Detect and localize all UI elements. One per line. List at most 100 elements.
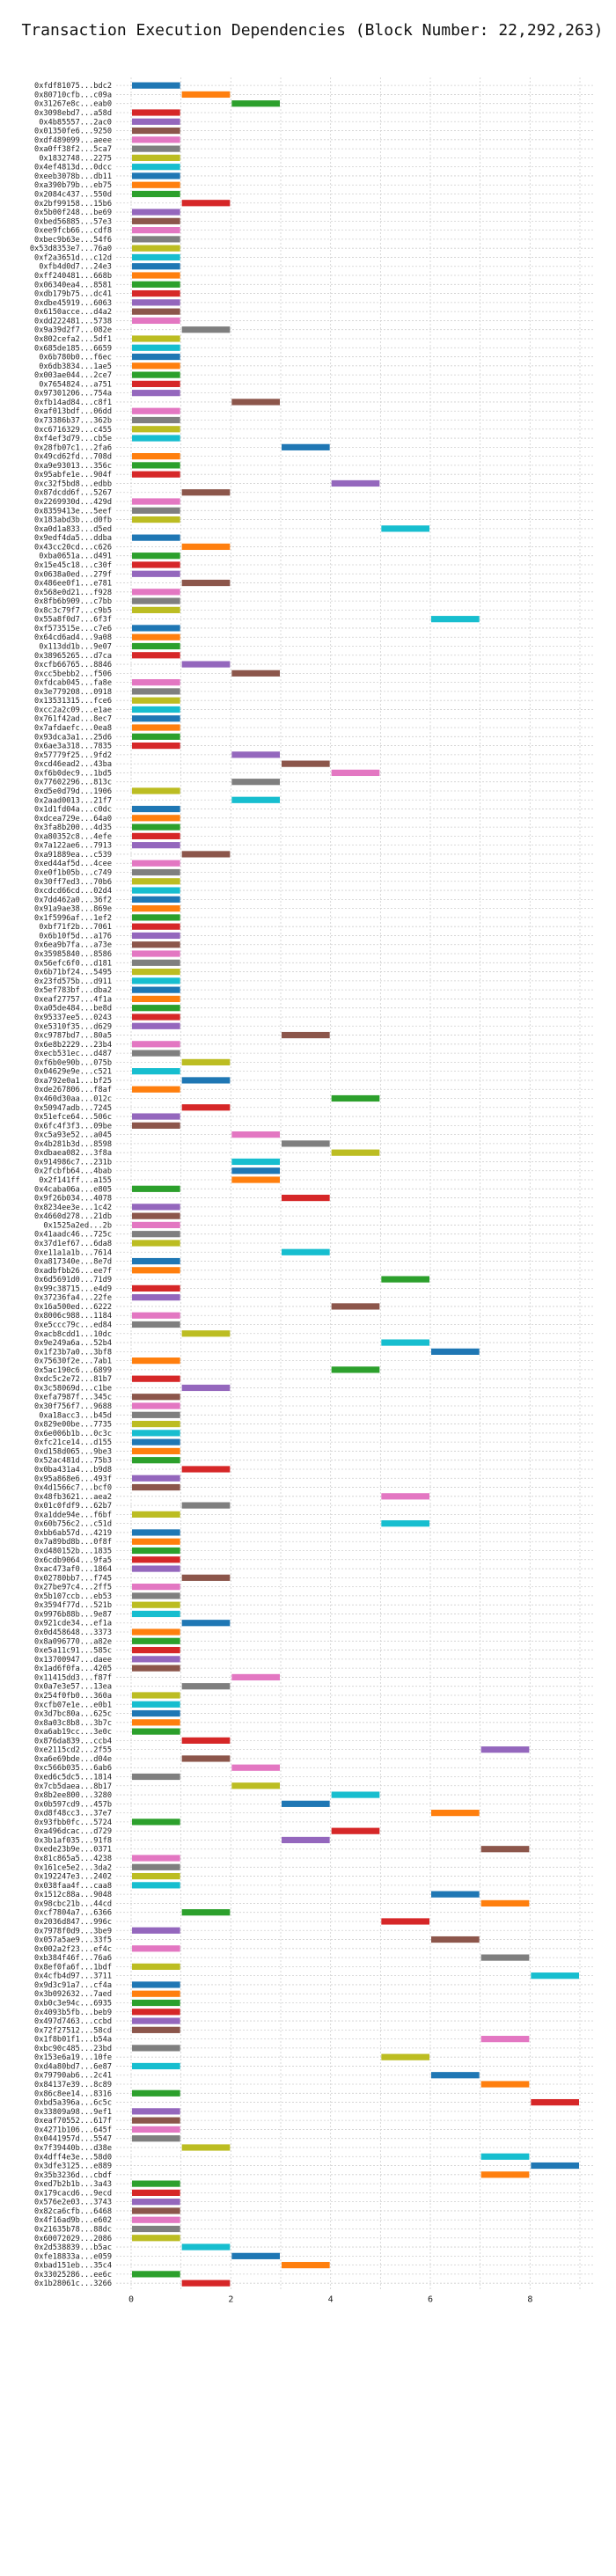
- transaction-label: 0x1b28061c...3266: [34, 2280, 112, 2288]
- transaction-bar: [132, 181, 180, 188]
- transaction-label: 0x1832748...2275: [39, 154, 112, 163]
- transaction-bar: [132, 390, 180, 397]
- transaction-label: 0x497d7463...ccbd: [34, 2017, 112, 2026]
- transaction-label: 0x1f8b01f1...b54a: [34, 2036, 112, 2045]
- transaction-label: 0x95337ee5...0243: [34, 1014, 112, 1022]
- transaction-label: 0x0d458648...3373: [34, 1628, 112, 1637]
- transaction-label: 0xc566b035...6ab6: [34, 1764, 112, 1773]
- transaction-bar: [132, 652, 180, 659]
- transaction-label: 0x91a9ae38...869e: [34, 905, 112, 914]
- transaction-label: 0x98cbc21b...44cd: [34, 1899, 112, 1908]
- transaction-bar: [132, 353, 180, 361]
- transaction-label: 0x4ef4813d...0dcc: [34, 164, 112, 172]
- transaction-label: 0xfc21ce14...d155: [34, 1438, 112, 1447]
- transaction-bar: [132, 1430, 180, 1437]
- transaction-label: 0x56efc6f0...d181: [34, 959, 112, 968]
- transaction-label: 0x93dca3a1...25d6: [34, 733, 112, 742]
- transaction-bar: [132, 1475, 180, 1482]
- transaction-bar: [181, 851, 231, 858]
- transaction-bar: [132, 507, 180, 514]
- transaction-label: 0x460d30aa...012c: [34, 1095, 112, 1104]
- transaction-bar: [181, 2144, 231, 2151]
- transaction-bar: [132, 1529, 180, 1536]
- transaction-bar: [132, 1267, 180, 1274]
- transaction-label: 0x30f756f7...9688: [34, 1402, 112, 1411]
- transaction-bar: [181, 1058, 231, 1065]
- transaction-label: 0x82ca6cfb...6468: [34, 2207, 112, 2216]
- transaction-bar: [132, 1014, 180, 1021]
- transaction-bar: [381, 1276, 429, 1283]
- transaction-bar: [282, 2262, 330, 2269]
- transaction-label: 0x0638a0ed...279f: [34, 570, 112, 579]
- transaction-label: 0xf4ef3d79...cb5e: [34, 435, 112, 443]
- transaction-bar: [132, 1701, 180, 1708]
- transaction-label: 0xdf489099...aeee: [34, 136, 112, 145]
- transaction-bar: [132, 1321, 180, 1328]
- transaction-label: 0x77602296...813c: [34, 779, 112, 787]
- transaction-label: 0xdbaea082...3f8a: [34, 1149, 112, 1158]
- transaction-bar: [132, 995, 180, 1003]
- transaction-bar: [132, 1728, 180, 1735]
- transaction-label: 0xdbe45919...6063: [34, 299, 112, 308]
- transaction-bar: [231, 1673, 280, 1681]
- transaction-bar: [132, 164, 180, 171]
- transaction-bar: [181, 2243, 231, 2250]
- transaction-label: 0x7dd462a0...36f2: [34, 896, 112, 904]
- transaction-label: 0x2aad0013...21f7: [34, 796, 112, 805]
- transaction-bar: [132, 589, 180, 596]
- transaction-label: 0x4dff4e3e...58d0: [34, 2153, 112, 2162]
- transaction-bar: [331, 1094, 380, 1102]
- transaction-bar: [132, 633, 180, 640]
- transaction-label: 0xf573515e...c7e6: [34, 625, 112, 633]
- transaction-label: 0x64cd6ad4...9a08: [34, 633, 112, 642]
- transaction-label: 0xa817340e...8e7d: [34, 1258, 112, 1267]
- transaction-label: 0x6d5691d0...71d9: [34, 1276, 112, 1284]
- transaction-label: 0x4660d278...21db: [34, 1212, 112, 1221]
- transaction-label: 0x6ae3a318...7835: [34, 743, 112, 751]
- transaction-bar: [132, 109, 180, 116]
- transaction-label: 0xcd46ead2...43ba: [34, 760, 112, 769]
- transaction-bar: [132, 1005, 180, 1012]
- transaction-bar: [132, 1438, 180, 1445]
- transaction-label: 0xcfb66765...8846: [34, 661, 112, 670]
- transaction-bar: [132, 2189, 180, 2196]
- transaction-label: 0x7978f0d9...3be9: [34, 1927, 112, 1936]
- transaction-label: 0xbec9b63e...54f6: [34, 236, 112, 245]
- transaction-label: 0x35b3236d...cbdf: [34, 2171, 112, 2180]
- transaction-label: 0x6b10f5d...a176: [39, 932, 112, 940]
- transaction-bar: [231, 796, 280, 803]
- transaction-bar: [132, 2225, 180, 2233]
- transaction-label: 0x038faa4f...caa8: [34, 1882, 112, 1891]
- transaction-label: 0xbb6ab57d...4219: [34, 1529, 112, 1538]
- transaction-bar: [132, 416, 180, 424]
- transaction-bar: [181, 1620, 231, 1627]
- transaction-label: 0x4b85557...2ac0: [39, 118, 112, 127]
- transaction-label: 0x23fd575b...d911: [34, 977, 112, 986]
- transaction-label: 0xbed56885...57e3: [34, 217, 112, 226]
- transaction-bar: [132, 308, 180, 315]
- transaction-bar: [480, 2036, 530, 2043]
- transaction-label: 0x73386b37...362b: [34, 417, 112, 426]
- transaction-label: 0x921cde34...ef1a: [34, 1620, 112, 1628]
- transaction-label: 0xa496dcac...d729: [34, 1827, 112, 1836]
- transaction-bar: [431, 1891, 480, 1898]
- transaction-bar: [282, 1031, 330, 1039]
- transaction-bar: [132, 1872, 180, 1880]
- transaction-bar: [132, 1113, 180, 1120]
- transaction-bar: [231, 1158, 280, 1166]
- transaction-label: 0x7f39440b...d38e: [34, 2144, 112, 2153]
- transaction-bar: [132, 245, 180, 252]
- transaction-bar: [181, 91, 231, 99]
- transaction-label: 0x9edf4da5...ddba: [34, 534, 112, 543]
- transaction-bar: [132, 1665, 180, 1672]
- transaction-label: 0xb0c3e94c...6935: [34, 2000, 112, 2009]
- transaction-bar: [132, 2026, 180, 2033]
- transaction-bar: [480, 2081, 530, 2088]
- transaction-label: 0x93fbb0fc...5724: [34, 1819, 112, 1827]
- transaction-label: 0xc5a93e52...a045: [34, 1131, 112, 1140]
- transaction-label: 0x9976b88b...9e87: [34, 1610, 112, 1619]
- transaction-label: 0x7cb5daea...8b17: [34, 1782, 112, 1791]
- transaction-label: 0x1f5996af...1ef2: [34, 914, 112, 923]
- transaction-bar: [132, 2062, 180, 2070]
- transaction-bar: [132, 1122, 180, 1129]
